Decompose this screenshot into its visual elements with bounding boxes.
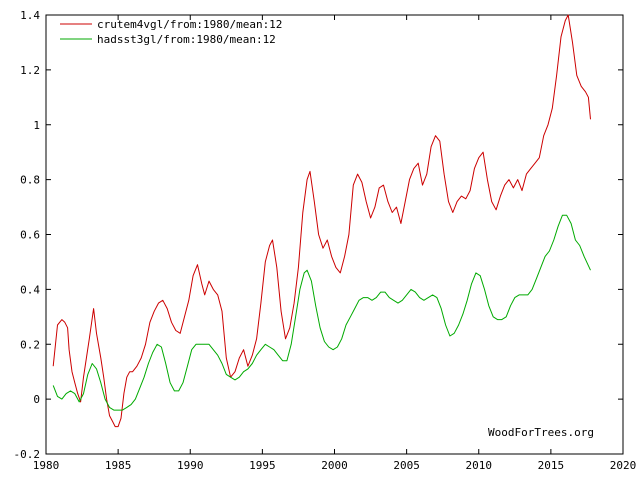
x-tick-label: 1990 xyxy=(177,459,204,472)
y-tick-label: 0.6 xyxy=(20,229,40,242)
x-tick-label: 2000 xyxy=(321,459,348,472)
axis-tick-labels: 1980 1985 1990 1995 2000 2005 2010 2015 2020 -0.2… xyxy=(14,9,637,472)
legend: crutem4vgl/from:1980/mean:12 hadsst3gl/fr… xyxy=(60,18,282,46)
legend-label-1: crutem4vgl/from:1980/mean:12 xyxy=(97,18,282,31)
x-tick-label: 1980 xyxy=(33,459,60,472)
x-tick-label: 2005 xyxy=(393,459,420,472)
y-tick-label: 0.4 xyxy=(20,283,40,296)
series-line-2 xyxy=(52,214,591,411)
axis-ticks xyxy=(45,14,624,455)
y-tick-label: 0.2 xyxy=(20,338,40,351)
legend-label-2: hadsst3gl/from:1980/mean:12 xyxy=(97,33,276,46)
x-tick-label: 2010 xyxy=(466,459,493,472)
series-lines xyxy=(52,14,591,428)
x-tick-label: 2015 xyxy=(538,459,565,472)
plot-frame xyxy=(45,14,624,455)
x-tick-label: 1995 xyxy=(249,459,276,472)
y-tick-label: 1.2 xyxy=(20,64,40,77)
y-tick-label: 1 xyxy=(33,119,40,132)
y-tick-label: -0.2 xyxy=(14,448,41,461)
watermark-text: WoodForTrees.org xyxy=(488,426,594,439)
y-tick-label: 1.4 xyxy=(20,9,40,22)
y-tick-label: 0 xyxy=(33,393,40,406)
y-tick-label: 0.8 xyxy=(20,174,40,187)
x-tick-label: 2020 xyxy=(610,459,637,472)
x-tick-label: 1985 xyxy=(105,459,132,472)
